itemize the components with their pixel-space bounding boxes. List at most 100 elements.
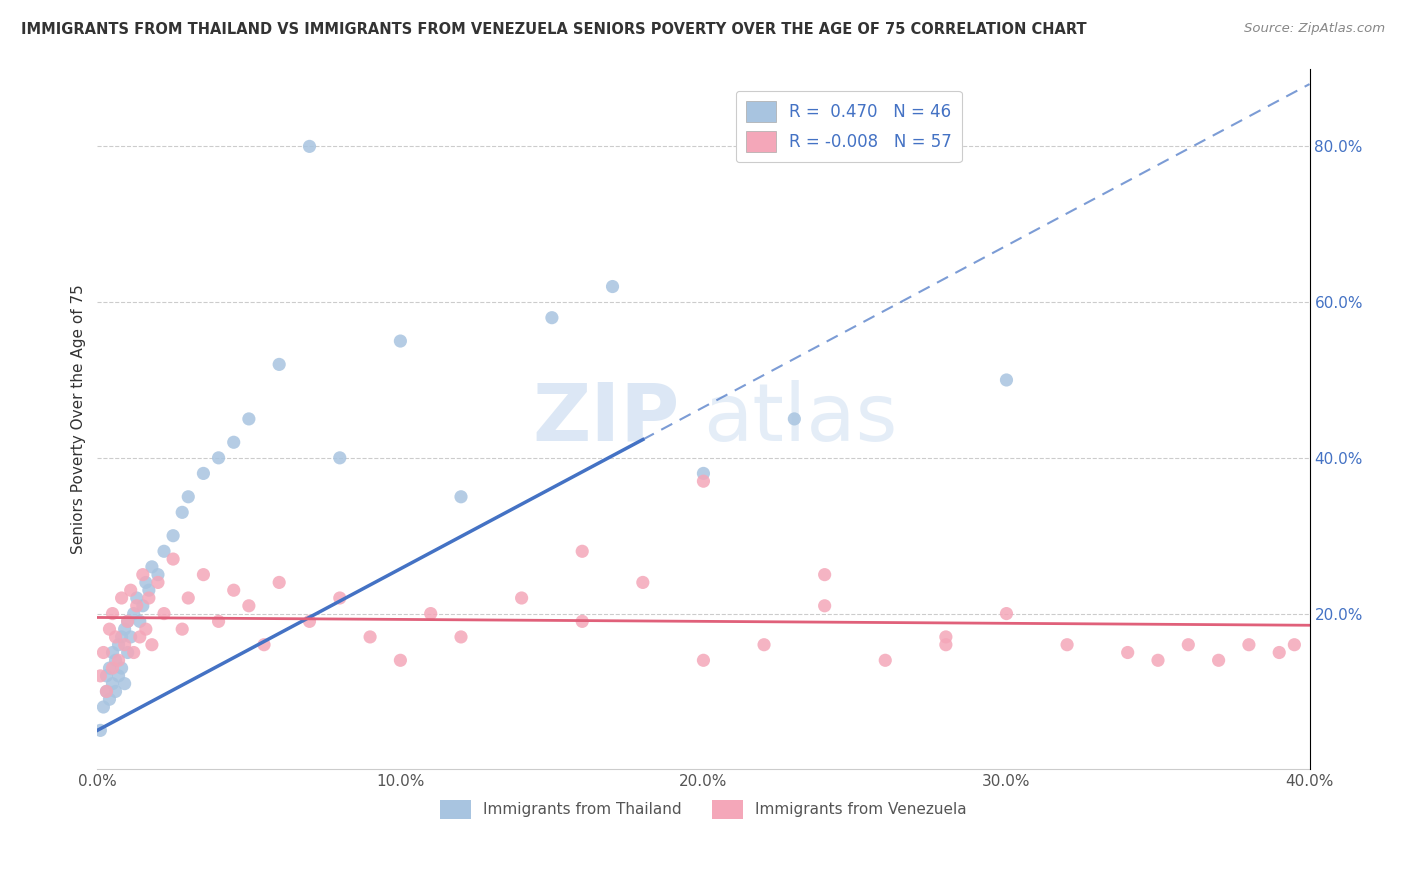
Point bbox=[193, 467, 215, 481]
Point bbox=[541, 310, 564, 325]
Point bbox=[631, 575, 654, 590]
Text: ZIP: ZIP bbox=[531, 380, 679, 458]
Point bbox=[253, 638, 276, 652]
Point bbox=[146, 567, 169, 582]
Point bbox=[93, 646, 115, 660]
Point bbox=[122, 646, 145, 660]
Point bbox=[128, 630, 150, 644]
Point bbox=[995, 607, 1018, 621]
Point bbox=[125, 591, 148, 605]
Point bbox=[153, 607, 176, 621]
Legend: Immigrants from Thailand, Immigrants from Venezuela: Immigrants from Thailand, Immigrants fro… bbox=[434, 794, 973, 825]
Point bbox=[329, 450, 352, 465]
Point bbox=[132, 567, 155, 582]
Point bbox=[935, 638, 957, 652]
Point bbox=[117, 615, 139, 629]
Point bbox=[172, 622, 194, 636]
Point bbox=[298, 615, 321, 629]
Point bbox=[101, 646, 124, 660]
Text: Source: ZipAtlas.com: Source: ZipAtlas.com bbox=[1244, 22, 1385, 36]
Point bbox=[135, 575, 157, 590]
Point bbox=[222, 435, 245, 450]
Point bbox=[114, 622, 136, 636]
Point bbox=[89, 669, 111, 683]
Point bbox=[141, 638, 163, 652]
Point bbox=[238, 599, 260, 613]
Point bbox=[450, 490, 472, 504]
Point bbox=[1237, 638, 1260, 652]
Point bbox=[935, 630, 957, 644]
Point bbox=[107, 669, 129, 683]
Point bbox=[146, 575, 169, 590]
Point bbox=[269, 575, 291, 590]
Point bbox=[93, 700, 115, 714]
Point bbox=[107, 653, 129, 667]
Point bbox=[875, 653, 897, 667]
Point bbox=[571, 544, 593, 558]
Text: IMMIGRANTS FROM THAILAND VS IMMIGRANTS FROM VENEZUELA SENIORS POVERTY OVER THE A: IMMIGRANTS FROM THAILAND VS IMMIGRANTS F… bbox=[21, 22, 1087, 37]
Point bbox=[104, 684, 127, 698]
Point bbox=[128, 615, 150, 629]
Point bbox=[135, 622, 157, 636]
Point bbox=[125, 599, 148, 613]
Point bbox=[107, 638, 129, 652]
Point bbox=[162, 552, 184, 566]
Point bbox=[571, 615, 593, 629]
Point bbox=[177, 490, 200, 504]
Point bbox=[120, 630, 142, 644]
Point bbox=[602, 279, 624, 293]
Point bbox=[153, 544, 176, 558]
Point bbox=[193, 567, 215, 582]
Point bbox=[692, 474, 714, 488]
Point bbox=[110, 591, 132, 605]
Point bbox=[138, 591, 160, 605]
Point bbox=[692, 467, 714, 481]
Point bbox=[114, 676, 136, 690]
Point bbox=[207, 615, 229, 629]
Point bbox=[510, 591, 533, 605]
Point bbox=[98, 692, 121, 706]
Point bbox=[298, 139, 321, 153]
Point bbox=[207, 450, 229, 465]
Point bbox=[110, 630, 132, 644]
Point bbox=[117, 615, 139, 629]
Point bbox=[269, 358, 291, 372]
Point bbox=[329, 591, 352, 605]
Point bbox=[1177, 638, 1199, 652]
Point bbox=[238, 412, 260, 426]
Point bbox=[98, 661, 121, 675]
Point bbox=[1147, 653, 1170, 667]
Point bbox=[96, 684, 118, 698]
Point bbox=[120, 583, 142, 598]
Point bbox=[138, 583, 160, 598]
Point bbox=[177, 591, 200, 605]
Point bbox=[141, 559, 163, 574]
Point bbox=[814, 599, 837, 613]
Point bbox=[110, 661, 132, 675]
Point bbox=[752, 638, 775, 652]
Y-axis label: Seniors Poverty Over the Age of 75: Seniors Poverty Over the Age of 75 bbox=[72, 284, 86, 554]
Point bbox=[1208, 653, 1230, 667]
Point bbox=[122, 607, 145, 621]
Point bbox=[419, 607, 441, 621]
Point bbox=[132, 599, 155, 613]
Point bbox=[96, 669, 118, 683]
Point bbox=[117, 646, 139, 660]
Point bbox=[389, 653, 412, 667]
Point bbox=[101, 607, 124, 621]
Point bbox=[1056, 638, 1078, 652]
Point bbox=[162, 529, 184, 543]
Point bbox=[101, 676, 124, 690]
Point bbox=[222, 583, 245, 598]
Point bbox=[995, 373, 1018, 387]
Point bbox=[1284, 638, 1306, 652]
Point bbox=[814, 567, 837, 582]
Point bbox=[89, 723, 111, 738]
Text: atlas: atlas bbox=[703, 380, 898, 458]
Point bbox=[104, 653, 127, 667]
Point bbox=[104, 630, 127, 644]
Point bbox=[101, 661, 124, 675]
Point bbox=[692, 653, 714, 667]
Point bbox=[96, 684, 118, 698]
Point bbox=[1116, 646, 1139, 660]
